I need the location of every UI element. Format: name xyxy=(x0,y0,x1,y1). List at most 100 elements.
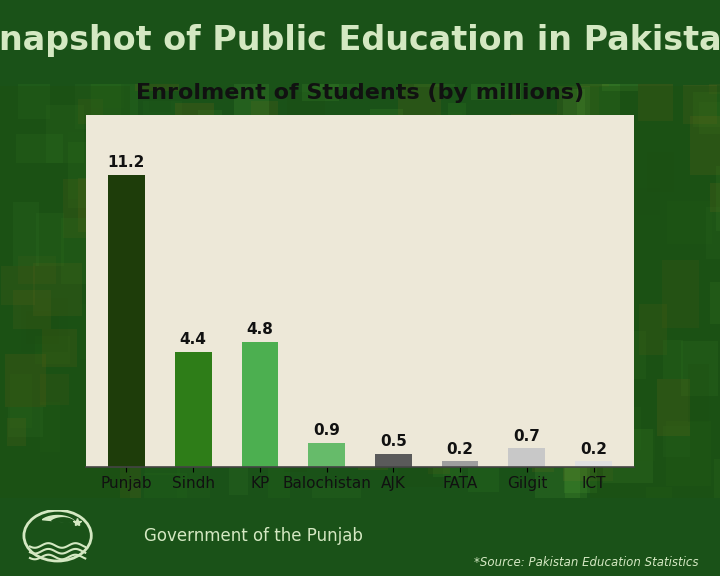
Bar xyxy=(693,92,720,127)
Bar xyxy=(681,341,718,396)
Bar xyxy=(492,433,541,464)
Bar xyxy=(614,390,634,426)
Text: 4.8: 4.8 xyxy=(246,322,274,337)
Bar xyxy=(328,391,356,440)
Text: 0.2: 0.2 xyxy=(580,442,607,457)
Bar xyxy=(78,179,105,232)
Bar xyxy=(26,311,59,344)
Bar xyxy=(6,418,26,446)
Bar xyxy=(176,103,214,156)
Bar xyxy=(81,304,100,359)
Bar xyxy=(312,486,361,514)
Bar xyxy=(546,47,577,94)
Bar xyxy=(241,342,278,467)
Bar xyxy=(204,222,248,281)
Text: 4.4: 4.4 xyxy=(180,332,207,347)
Bar xyxy=(562,119,588,157)
Bar xyxy=(215,393,244,423)
Bar xyxy=(468,468,500,492)
Bar xyxy=(40,374,69,406)
Bar xyxy=(338,398,361,463)
Bar xyxy=(133,228,155,281)
Bar xyxy=(565,461,587,522)
Bar xyxy=(273,244,315,301)
Bar xyxy=(557,280,603,335)
Bar xyxy=(120,464,141,520)
Bar xyxy=(175,352,212,467)
Text: 0.5: 0.5 xyxy=(380,434,407,449)
Bar xyxy=(395,299,433,339)
Bar xyxy=(107,260,138,305)
Bar xyxy=(76,69,122,129)
Bar xyxy=(639,304,667,355)
Bar xyxy=(638,74,672,122)
Bar xyxy=(375,453,412,467)
Bar xyxy=(192,426,225,468)
Bar xyxy=(10,374,32,428)
Bar xyxy=(399,298,438,354)
Bar xyxy=(492,363,521,429)
Bar xyxy=(32,263,81,316)
Bar xyxy=(599,137,630,173)
Bar xyxy=(348,143,393,189)
Bar xyxy=(603,429,653,483)
Bar xyxy=(373,264,408,312)
Bar xyxy=(177,454,210,501)
Bar xyxy=(213,307,244,365)
Bar xyxy=(594,355,627,399)
Bar xyxy=(647,152,674,192)
Bar xyxy=(699,102,720,134)
Bar xyxy=(287,92,325,123)
Bar xyxy=(683,85,716,123)
Bar xyxy=(141,324,184,392)
Bar xyxy=(149,48,171,112)
Bar xyxy=(662,260,699,328)
Bar xyxy=(168,232,205,294)
Bar xyxy=(323,298,343,356)
Bar xyxy=(471,63,521,100)
Bar xyxy=(8,407,42,437)
Bar xyxy=(210,267,247,313)
Bar xyxy=(716,166,720,231)
Bar xyxy=(522,178,564,216)
Bar xyxy=(294,218,343,263)
Bar xyxy=(0,498,720,576)
Bar xyxy=(577,63,620,119)
Bar xyxy=(226,130,261,158)
Bar xyxy=(714,459,720,528)
Bar xyxy=(402,352,422,395)
Bar xyxy=(135,34,179,92)
Bar xyxy=(418,352,456,376)
Bar xyxy=(104,453,141,484)
Bar xyxy=(709,68,720,94)
Bar xyxy=(433,410,462,477)
Bar xyxy=(546,159,578,211)
Text: Snapshot of Public Education in Pakistan: Snapshot of Public Education in Pakistan xyxy=(0,24,720,56)
Bar xyxy=(344,136,391,192)
Bar xyxy=(556,336,596,392)
Bar xyxy=(563,89,585,146)
Bar xyxy=(564,448,598,493)
Bar xyxy=(332,189,355,214)
Bar xyxy=(354,236,402,264)
Bar xyxy=(636,188,660,215)
Text: 0.9: 0.9 xyxy=(313,423,340,438)
Bar xyxy=(234,70,269,127)
Bar xyxy=(229,456,248,495)
Bar xyxy=(508,448,545,467)
Bar xyxy=(690,116,720,175)
Bar xyxy=(91,41,124,108)
Polygon shape xyxy=(52,518,76,524)
Bar xyxy=(407,229,440,276)
Bar xyxy=(145,403,181,448)
Bar xyxy=(446,395,489,458)
Bar xyxy=(688,364,708,422)
Bar xyxy=(0,86,130,530)
Bar xyxy=(590,86,720,530)
Bar xyxy=(144,473,187,526)
Bar xyxy=(598,411,622,462)
Bar xyxy=(414,37,454,88)
Bar xyxy=(5,354,46,407)
Title: Enrolment of Students (by millions): Enrolment of Students (by millions) xyxy=(136,82,584,103)
Bar xyxy=(284,417,307,472)
